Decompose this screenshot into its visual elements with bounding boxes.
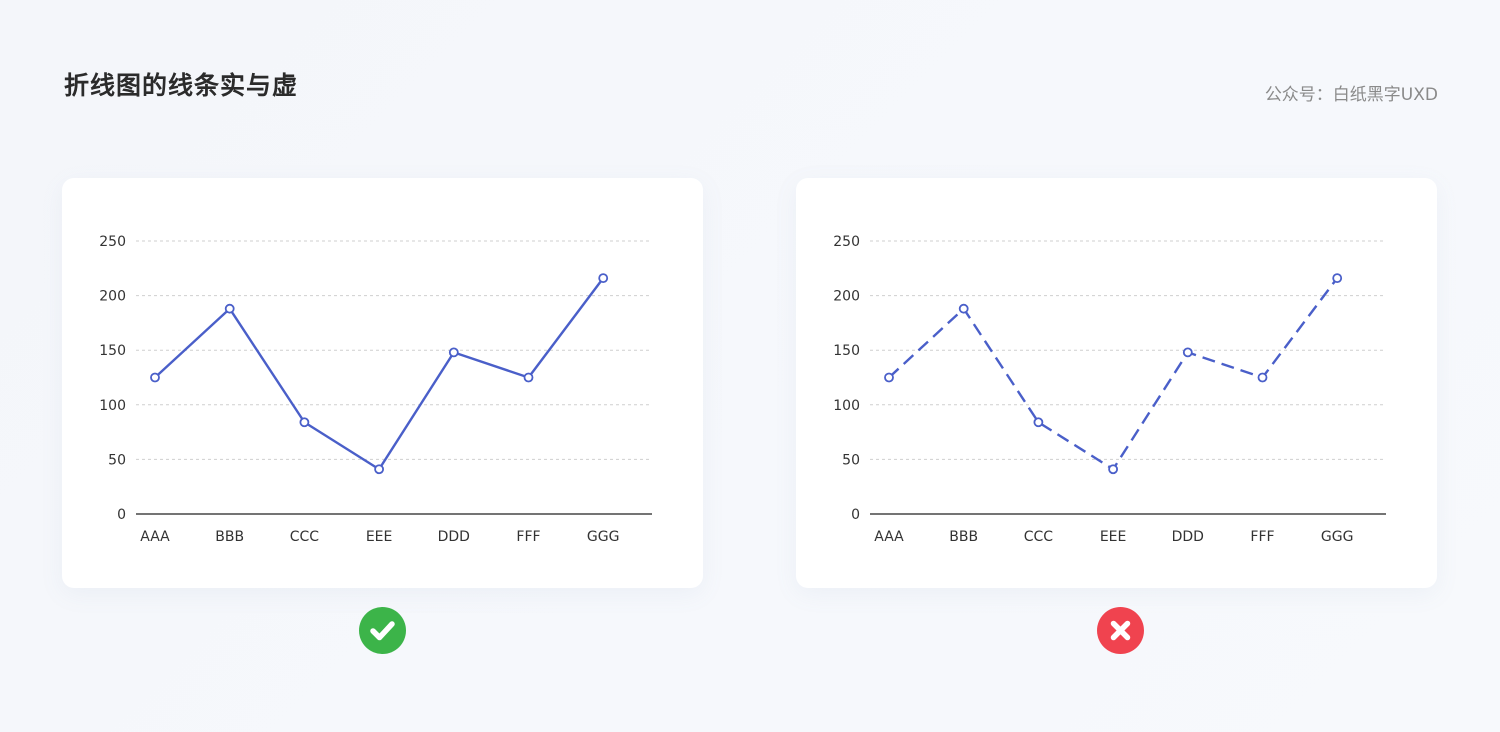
data-point [448, 347, 459, 358]
x-tick-label: AAA [874, 529, 904, 545]
data-point [1033, 417, 1044, 428]
chart-card-solid: 0 50 100 150 200 250 AAA BBB CCC EEE DDD FFF GGG [62, 178, 703, 588]
y-tick-label: 200 [99, 289, 126, 305]
y-tick-label: 0 [117, 507, 126, 523]
data-point [299, 417, 310, 428]
x-tick-label: CCC [290, 529, 320, 545]
x-tick-label: AAA [140, 529, 170, 545]
x-tick-label: EEE [366, 529, 393, 545]
x-tick-label: EEE [1100, 529, 1127, 545]
x-tick-label: DDD [438, 529, 470, 545]
data-point [1257, 372, 1268, 383]
x-tick-label: FFF [1250, 529, 1274, 545]
data-point [523, 372, 534, 383]
y-tick-label: 250 [99, 234, 126, 250]
y-tick-label: 100 [99, 398, 126, 414]
x-tick-label: CCC [1024, 529, 1054, 545]
series-line [888, 277, 1339, 471]
data-point [884, 372, 894, 383]
x-tick-label: FFF [516, 529, 540, 545]
correct-badge [359, 607, 406, 654]
data-point [598, 273, 609, 284]
data-point [1108, 464, 1119, 475]
line-chart-dashed: 0 50 100 150 200 250 AAA BBB CCC EEE DDD FFF GGG [833, 234, 1386, 545]
credit-text: 公众号：白纸黑字UXD [1264, 85, 1438, 105]
x-tick-label: GGG [587, 529, 620, 545]
check-icon [370, 621, 395, 641]
data-point [958, 303, 969, 314]
x-tick-label: BBB [949, 529, 978, 545]
page-title: 折线图的线条实与虚 [64, 71, 299, 100]
y-tick-label: 150 [99, 343, 126, 359]
y-tick-label: 50 [842, 452, 860, 468]
line-chart-solid: 0 50 100 150 200 250 AAA BBB CCC EEE DDD FFF GGG [99, 234, 652, 545]
chart-card-dashed: 0 50 100 150 200 250 AAA BBB CCC EEE DDD FFF GGG [796, 178, 1437, 588]
data-point [1332, 273, 1343, 284]
y-tick-label: 100 [833, 398, 860, 414]
cross-icon [1110, 620, 1131, 641]
data-point [1182, 347, 1193, 358]
y-tick-label: 250 [833, 234, 860, 250]
y-tick-label: 0 [851, 507, 860, 523]
series-line [154, 277, 605, 471]
incorrect-badge [1097, 607, 1144, 654]
data-point [374, 464, 385, 475]
y-tick-label: 200 [833, 289, 860, 305]
y-tick-label: 150 [833, 343, 860, 359]
data-point [150, 372, 160, 383]
x-tick-label: GGG [1321, 529, 1354, 545]
x-tick-label: BBB [215, 529, 244, 545]
data-point [224, 303, 235, 314]
y-tick-label: 50 [108, 452, 126, 468]
x-tick-label: DDD [1172, 529, 1204, 545]
